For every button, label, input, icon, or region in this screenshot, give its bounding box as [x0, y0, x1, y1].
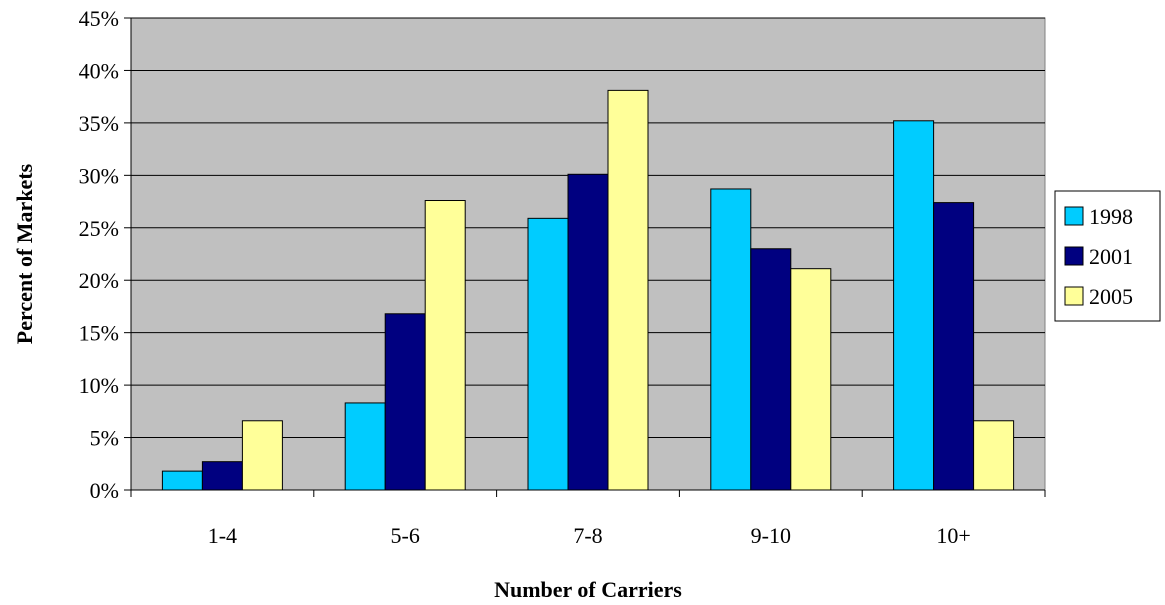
bar-2005-9-10: [790, 268, 832, 491]
bar-2001-1-4: [201, 461, 243, 491]
y-tick-label: 15%: [79, 321, 119, 346]
y-tick-label: 0%: [90, 478, 119, 503]
bar-2001-10+: [933, 202, 975, 491]
bar-1998-9-10: [710, 188, 752, 491]
y-tick-label: 5%: [90, 426, 119, 451]
bar-2001-9-10: [750, 248, 792, 491]
y-tick-label: 25%: [79, 216, 119, 241]
y-axis-title: Percent of Markets: [12, 163, 37, 344]
bars: [161, 89, 1015, 491]
bar-2005-1-4: [241, 420, 283, 491]
bar-2001-5-6: [384, 313, 426, 491]
bar-1998-7-8: [527, 217, 569, 491]
y-tick-label: 45%: [79, 6, 119, 31]
axes: [124, 17, 1046, 497]
x-tick-label: 1-4: [208, 523, 237, 548]
bar-2001-7-8: [567, 173, 609, 491]
legend-swatch-1998: [1064, 206, 1084, 226]
bar-2005-5-6: [424, 200, 466, 491]
legend-label-2001: 2001: [1089, 244, 1133, 269]
legend-swatch-2001: [1064, 246, 1084, 266]
legend-label-2005: 2005: [1089, 284, 1133, 309]
y-tick-label: 10%: [79, 373, 119, 398]
x-tick-label: 9-10: [751, 523, 791, 548]
legend: 1998 2001 2005: [1054, 190, 1161, 322]
legend-label-1998: 1998: [1089, 204, 1133, 229]
y-tick-label: 20%: [79, 268, 119, 293]
y-tick-label: 40%: [79, 58, 119, 83]
x-axis-title: Number of Carriers: [494, 577, 682, 602]
bar-2005-7-8: [607, 89, 649, 491]
y-tick-label: 30%: [79, 163, 119, 188]
y-tick-label: 35%: [79, 111, 119, 136]
x-tick-label: 7-8: [573, 523, 602, 548]
legend-swatch-2005: [1064, 286, 1084, 306]
bar-2005-10+: [973, 420, 1015, 491]
bar-1998-5-6: [344, 402, 386, 491]
y-tick-labels: 0% 5% 10% 15% 20% 25% 30% 35% 40% 45%: [79, 6, 119, 503]
bar-1998-1-4: [161, 470, 203, 491]
x-tick-label: 5-6: [391, 523, 420, 548]
bar-1998-10+: [893, 120, 935, 491]
x-tick-labels: 1-4 5-6 7-8 9-10 10+: [208, 523, 971, 548]
x-tick-label: 10+: [936, 523, 970, 548]
